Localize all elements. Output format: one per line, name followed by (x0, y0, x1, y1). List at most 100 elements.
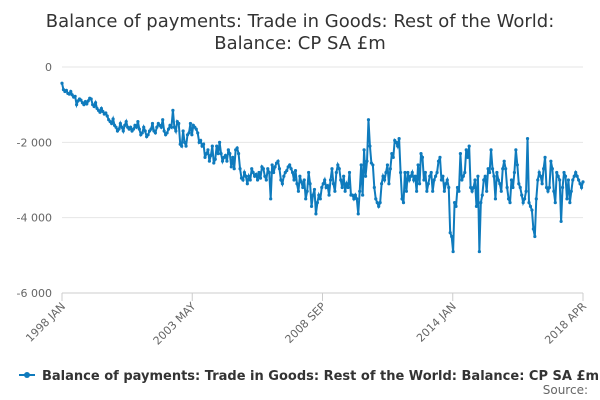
data-point[interactable] (226, 148, 230, 152)
data-point[interactable] (553, 201, 557, 205)
data-point[interactable] (337, 167, 341, 171)
data-point[interactable] (64, 88, 68, 92)
data-point[interactable] (212, 161, 216, 165)
data-point[interactable] (333, 189, 337, 193)
data-point[interactable] (213, 157, 217, 161)
data-point[interactable] (69, 89, 73, 94)
data-point[interactable] (165, 131, 169, 135)
data-point[interactable] (388, 167, 392, 171)
data-point[interactable] (304, 197, 308, 201)
data-point[interactable] (413, 174, 417, 178)
data-point[interactable] (99, 106, 103, 111)
data-point[interactable] (387, 182, 391, 186)
data-point[interactable] (353, 193, 357, 197)
data-point[interactable] (269, 197, 273, 201)
data-point[interactable] (295, 182, 299, 186)
data-point[interactable] (407, 178, 411, 182)
data-point[interactable] (498, 182, 502, 186)
data-point[interactable] (474, 204, 479, 208)
data-point[interactable] (161, 118, 165, 122)
data-point[interactable] (420, 155, 425, 159)
data-point[interactable] (241, 178, 245, 182)
data-point[interactable] (374, 197, 378, 201)
data-point[interactable] (105, 114, 109, 118)
data-point[interactable] (385, 163, 390, 167)
data-point[interactable] (431, 189, 435, 193)
data-point[interactable] (572, 174, 576, 178)
data-point[interactable] (544, 185, 549, 190)
data-point[interactable] (270, 163, 274, 167)
data-point[interactable] (279, 178, 283, 182)
data-point[interactable] (489, 148, 493, 152)
data-point[interactable] (473, 178, 477, 182)
data-point[interactable] (343, 189, 347, 193)
data-point[interactable] (336, 163, 340, 167)
data-point[interactable] (89, 97, 93, 101)
data-point[interactable] (493, 197, 498, 201)
data-point[interactable] (344, 182, 349, 186)
data-point[interactable] (552, 189, 556, 193)
data-point[interactable] (235, 146, 239, 150)
data-point[interactable] (231, 155, 235, 159)
data-point[interactable] (277, 167, 282, 171)
data-point[interactable] (486, 167, 490, 171)
data-point[interactable] (267, 170, 271, 175)
data-point[interactable] (460, 178, 464, 182)
data-point[interactable] (448, 231, 452, 235)
data-point[interactable] (184, 144, 188, 148)
data-point[interactable] (366, 118, 371, 122)
data-point[interactable] (201, 142, 206, 146)
data-point[interactable] (293, 168, 298, 173)
data-point[interactable] (416, 163, 420, 167)
data-point[interactable] (470, 189, 474, 193)
data-point[interactable] (574, 170, 578, 175)
data-point[interactable] (321, 182, 325, 186)
data-point[interactable] (555, 170, 559, 175)
data-point[interactable] (562, 170, 566, 175)
data-point[interactable] (559, 219, 563, 224)
data-point[interactable] (244, 174, 248, 178)
data-point[interactable] (79, 98, 83, 102)
data-point[interactable] (419, 152, 423, 156)
data-point[interactable] (149, 127, 153, 131)
data-point[interactable] (571, 178, 575, 182)
data-point[interactable] (111, 117, 115, 121)
data-point[interactable] (285, 168, 289, 173)
data-point[interactable] (263, 174, 267, 178)
data-point[interactable] (361, 193, 365, 197)
data-point[interactable] (378, 201, 382, 205)
data-point[interactable] (169, 125, 174, 129)
data-point[interactable] (238, 167, 242, 171)
data-point[interactable] (330, 167, 334, 171)
data-point[interactable] (527, 201, 531, 205)
data-point[interactable] (524, 189, 528, 193)
data-point[interactable] (381, 174, 385, 178)
data-point[interactable] (429, 170, 433, 175)
data-point[interactable] (382, 178, 387, 182)
data-point[interactable] (384, 170, 388, 175)
data-point[interactable] (215, 144, 219, 148)
data-point[interactable] (469, 185, 473, 190)
data-point[interactable] (315, 201, 319, 205)
data-point[interactable] (525, 136, 530, 141)
data-point[interactable] (110, 121, 114, 126)
data-point[interactable] (289, 167, 293, 171)
data-point[interactable] (442, 189, 446, 193)
data-point[interactable] (517, 182, 521, 186)
data-point[interactable] (540, 182, 544, 186)
data-point[interactable] (276, 159, 280, 163)
data-point[interactable] (455, 185, 460, 190)
data-point[interactable] (577, 178, 581, 182)
data-point[interactable] (380, 182, 384, 186)
data-point[interactable] (131, 127, 136, 131)
data-point[interactable] (404, 189, 409, 193)
data-point[interactable] (542, 167, 546, 171)
data-point[interactable] (536, 178, 540, 182)
data-point[interactable] (312, 187, 317, 192)
data-point[interactable] (162, 129, 166, 133)
data-point[interactable] (511, 185, 515, 190)
data-point[interactable] (181, 129, 185, 133)
data-point[interactable] (579, 185, 584, 190)
data-point[interactable] (223, 153, 228, 158)
data-point[interactable] (505, 185, 509, 190)
